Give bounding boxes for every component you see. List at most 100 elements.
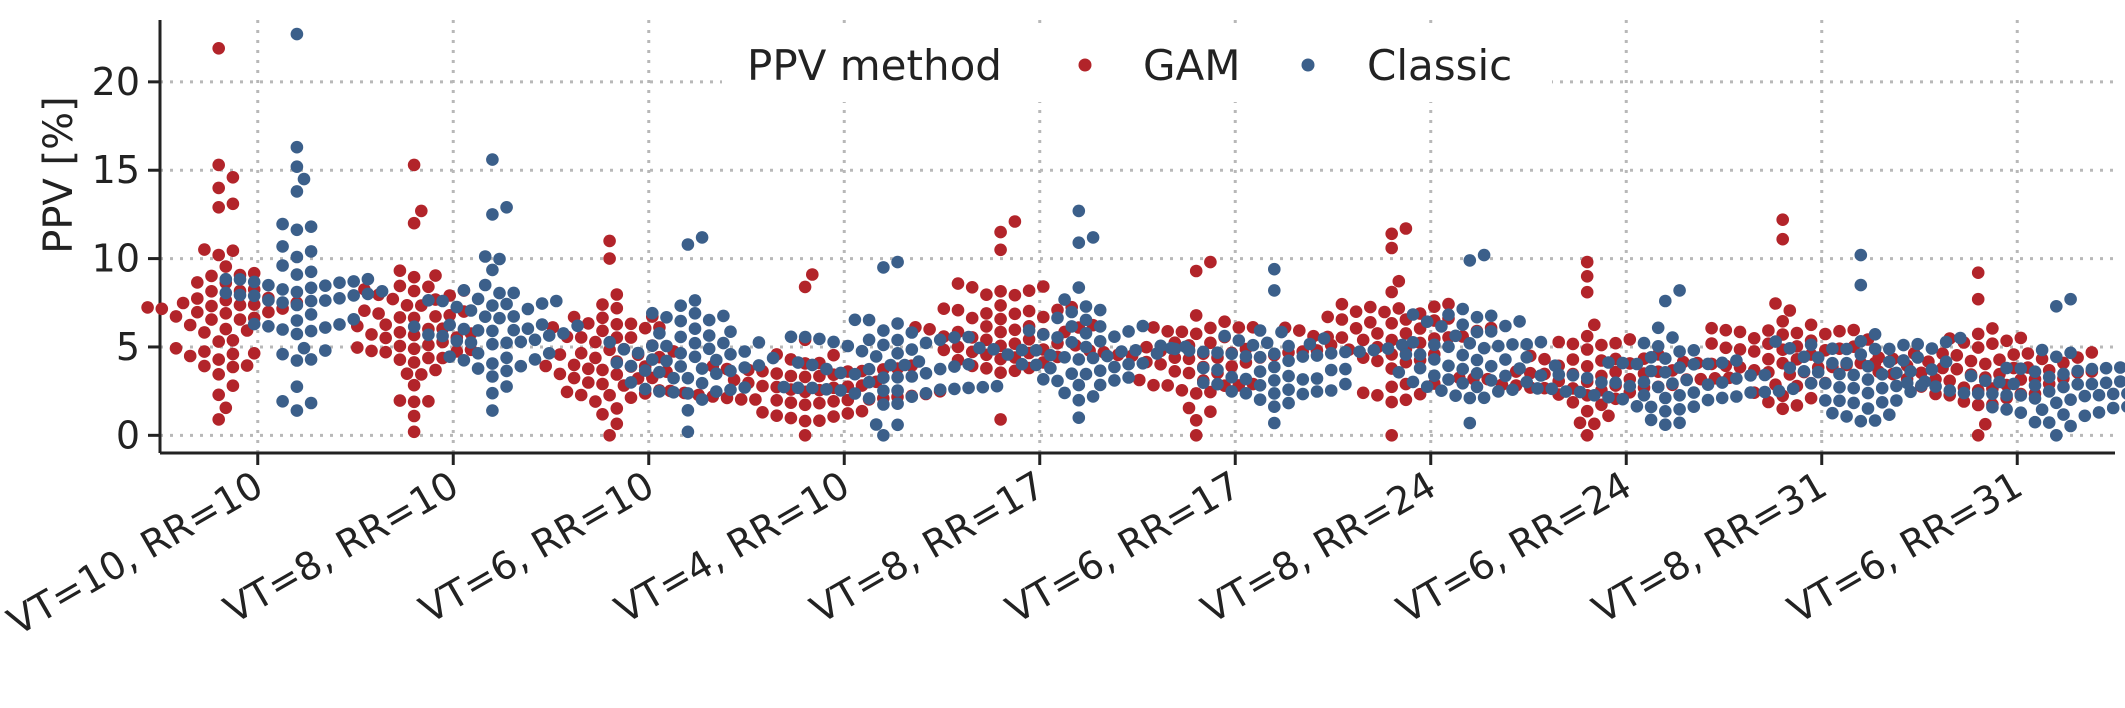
data-point-classic	[1520, 375, 1533, 389]
data-point-classic	[1520, 338, 1533, 351]
data-point-gam	[1733, 343, 1747, 356]
data-point-classic	[702, 329, 716, 342]
data-point-classic	[521, 322, 535, 336]
data-point-gam	[553, 367, 567, 381]
data-point-gam	[1321, 310, 1334, 324]
data-point-classic	[1015, 343, 1029, 357]
data-point-classic	[276, 347, 289, 361]
data-point-classic	[304, 245, 318, 258]
data-point-classic	[2050, 350, 2063, 364]
data-point-gam	[198, 326, 211, 339]
data-point-gam	[624, 391, 638, 405]
data-point-gam	[1979, 357, 1992, 371]
data-point-classic	[2085, 362, 2099, 376]
data-point-classic	[290, 223, 304, 237]
data-point-classic	[1268, 262, 1281, 276]
data-point-classic	[500, 336, 513, 350]
data-point-classic	[276, 217, 289, 231]
data-point-classic	[777, 380, 791, 394]
data-point-classic	[688, 294, 702, 307]
data-point-gam	[212, 335, 225, 348]
data-point-classic	[535, 297, 549, 310]
data-point-gam	[1580, 285, 1594, 299]
data-point-gam	[198, 243, 211, 256]
data-point-classic	[1644, 364, 1658, 378]
data-point-classic	[436, 329, 449, 343]
data-point-gam	[1971, 292, 1985, 306]
data-point-gam	[582, 362, 595, 376]
data-point-gam	[1580, 429, 1594, 442]
data-point-gam	[1804, 391, 1818, 405]
data-point-classic	[514, 359, 528, 373]
data-point-classic	[1029, 358, 1043, 372]
data-point-classic	[653, 365, 666, 379]
data-point-gam	[994, 285, 1007, 298]
data-point-classic	[1072, 393, 1086, 407]
data-point-gam	[1573, 416, 1587, 430]
data-point-classic	[1463, 254, 1477, 267]
data-point-gam	[624, 331, 638, 344]
data-point-classic	[1573, 385, 1587, 399]
data-point-classic	[1339, 362, 1352, 376]
data-point-classic	[1651, 380, 1665, 394]
data-point-gam	[1293, 324, 1306, 337]
data-point-gam	[247, 266, 261, 280]
data-point-classic	[660, 311, 673, 324]
data-point-gam	[951, 340, 965, 354]
data-point-classic	[1406, 308, 1420, 321]
data-point-gam	[1204, 336, 1217, 350]
data-point-gam	[429, 269, 442, 282]
data-point-gam	[806, 268, 819, 281]
legend-title: PPV method	[747, 41, 1002, 90]
data-point-gam	[1705, 321, 1718, 335]
data-point-gam	[2035, 352, 2049, 366]
data-point-classic	[276, 395, 289, 408]
data-point-gam	[1175, 384, 1189, 397]
data-point-classic	[653, 327, 666, 340]
data-point-classic	[1395, 338, 1409, 352]
data-point-classic	[2071, 364, 2084, 378]
data-point-classic	[695, 393, 709, 406]
data-point-classic	[1239, 372, 1253, 386]
data-point-classic	[464, 304, 478, 317]
data-point-classic	[891, 347, 904, 360]
data-point-classic	[1868, 328, 1882, 341]
data-point-gam	[937, 343, 951, 357]
data-point-gam	[923, 323, 936, 336]
data-point-gam	[1349, 322, 1363, 335]
data-point-gam	[596, 363, 609, 377]
data-point-gam	[393, 326, 407, 339]
data-point-classic	[724, 364, 737, 378]
data-point-classic	[2099, 361, 2113, 375]
data-point-classic	[1268, 374, 1281, 387]
data-point-classic	[1079, 340, 1093, 354]
data-point-classic	[1239, 350, 1253, 363]
data-point-gam	[219, 322, 233, 336]
data-point-gam	[183, 349, 197, 363]
data-point-gam	[1769, 297, 1782, 310]
data-point-gam	[1588, 417, 1601, 431]
data-point-classic	[1115, 345, 1128, 358]
data-point-classic	[1744, 386, 1757, 399]
data-point-classic	[1616, 392, 1629, 406]
data-point-gam	[596, 311, 609, 325]
data-point-classic	[486, 208, 499, 221]
data-point-classic	[1282, 396, 1295, 410]
data-point-classic	[2085, 377, 2099, 391]
data-point-gam	[212, 42, 225, 55]
data-point-gam	[2085, 346, 2099, 359]
data-point-classic	[486, 299, 499, 312]
data-point-classic	[486, 386, 499, 400]
data-point-classic	[2028, 365, 2042, 379]
data-point-gam	[1971, 341, 1985, 354]
data-point-gam	[1349, 305, 1363, 319]
data-point-classic	[1442, 308, 1455, 322]
data-point-classic	[262, 294, 275, 307]
data-point-classic	[1268, 400, 1281, 414]
data-point-classic	[1854, 248, 1868, 262]
data-point-classic	[1687, 386, 1701, 399]
data-point-gam	[1161, 379, 1174, 392]
data-point-classic	[1925, 342, 1939, 355]
data-point-classic	[2106, 401, 2120, 415]
data-point-classic	[1449, 389, 1462, 403]
